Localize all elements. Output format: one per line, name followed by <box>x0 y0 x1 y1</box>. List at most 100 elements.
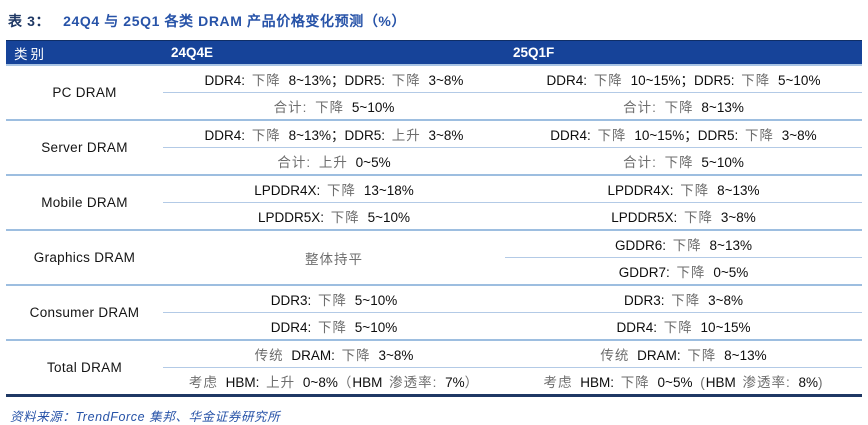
value-text: HBM: <box>580 375 621 390</box>
value-text: 5~10% <box>701 155 744 170</box>
trend-text: ( <box>692 375 706 390</box>
trend-text: 下降 <box>318 320 355 335</box>
price-cell: DDR3: 下降 5~10% <box>163 284 505 313</box>
header-24q4e: 24Q4E <box>163 40 505 66</box>
trend-text: 传统 <box>600 348 638 363</box>
table-row: 考虑 HBM: 上升 0~8%（HBM 渗透率: 7%） 考虑 HBM: 下降 0… <box>6 367 862 396</box>
value-text: 3~8% <box>428 73 464 88</box>
value-text: 5~10% <box>351 100 395 115</box>
value-text: 0~5% <box>713 265 749 280</box>
trend-text: 下降 <box>597 128 635 143</box>
value-text: LPDDR4X: <box>607 183 681 198</box>
value-text: LPDDR4X: <box>254 183 328 198</box>
header-25q1f: 25Q1F <box>505 40 862 66</box>
price-cell: LPDDR4X: 下降 8~13% <box>505 174 862 203</box>
trend-text: 合计: 下降 <box>273 100 352 115</box>
trend-text: 下降 <box>251 128 289 143</box>
value-text: 8~13% <box>724 348 767 363</box>
price-cell: 考虑 HBM: 下降 0~5% (HBM 渗透率: 8%) <box>505 367 862 396</box>
trend-text: 渗透率: <box>389 375 446 390</box>
value-text: DDR3: <box>270 293 319 308</box>
table-row: PC DRAM DDR4: 下降 8~13% ；DDR5: 下降 3~8% DDR4:… <box>6 65 862 100</box>
table-row: Graphics DRAM 整体持平 GDDR6: 下降 8~13% <box>6 229 862 285</box>
value-text: 5~10% <box>367 210 410 225</box>
value-text: 0~5% <box>355 155 391 170</box>
price-cell: GDDR7: 下降 0~5% <box>505 257 862 285</box>
table-row: Server DRAM DDR4: 下降 8~13%；DDR5: 上升 3~8% D… <box>6 119 862 175</box>
trend-text: 下降 <box>327 183 364 198</box>
price-cell: 传统 DRAM: 下降 3~8% <box>163 339 505 368</box>
price-cell: 考虑 HBM: 上升 0~8%（HBM 渗透率: 7%） <box>163 367 505 396</box>
table-title: 表 3： 24Q4 与 25Q1 各类 DRAM 产品价格变化预测（%） <box>8 11 862 31</box>
value-text: DRAM: <box>637 348 688 363</box>
value-text: DRAM: <box>291 348 342 363</box>
category-label: Consumer DRAM <box>6 284 163 340</box>
price-cell: DDR4: 下降 10~15%；DDR5: 下降 5~10% <box>505 65 862 93</box>
value-text: 0~5% <box>657 375 693 390</box>
trend-text: 下降 <box>663 320 701 335</box>
price-cell: 整体持平 <box>163 229 505 285</box>
trend-text: 渗透率: <box>742 375 799 390</box>
value-text: 7% <box>445 375 465 390</box>
value-text: 5~10% <box>778 73 821 88</box>
trend-text: 下降 <box>672 238 710 253</box>
price-cell: LPDDR4X: 下降 13~18% <box>163 174 505 203</box>
value-text: ；DDR5: <box>680 73 742 88</box>
trend-text: 考虑 <box>188 375 226 390</box>
value-text: GDDR6: <box>615 238 673 253</box>
price-cell: DDR4: 下降 10~15%；DDR5: 下降 3~8% <box>505 119 862 148</box>
category-label: PC DRAM <box>52 85 117 100</box>
value-text: ；DDR5: <box>331 128 392 143</box>
price-cell: 传统 DRAM: 下降 8~13% <box>505 339 862 368</box>
value-text: 10~15% <box>630 73 681 88</box>
value-text: 8~13% <box>288 73 331 88</box>
table-row: GDDR7: 下降 0~5% <box>6 257 862 285</box>
price-cell: 合计: 下降 8~13% <box>505 92 862 120</box>
value-text: DDR4: <box>550 128 598 143</box>
value-text: 5~10% <box>354 293 398 308</box>
trend-text: 下降 <box>330 210 368 225</box>
table-row: Consumer DRAM DDR3: 下降 5~10% DDR3: 下降 3~8% <box>6 284 862 340</box>
price-cell: DDR4: 下降 5~10% <box>163 312 505 340</box>
price-cell: LPDDR5X: 下降 3~8% <box>505 202 862 230</box>
price-cell: DDR4: 下降 10~15% <box>505 312 862 340</box>
trend-text: 下降 <box>391 73 429 88</box>
category-label: Total DRAM <box>6 339 163 396</box>
table-row: Total DRAM 传统 DRAM: 下降 3~8% 传统 DRAM: 下降 8~… <box>6 339 862 396</box>
price-table-body: PC DRAM DDR4: 下降 8~13%；DDR5: 下降 3~8% DDR4:… <box>6 65 862 396</box>
trend-text: 下降 <box>684 210 721 225</box>
trend-text: 下降 <box>251 73 289 88</box>
price-cell: DDR4: 下降 8~13%；DDR5: 上升 3~8% <box>163 119 505 148</box>
value-text: 3~8% <box>781 128 817 143</box>
value-text: DDR4: <box>546 73 594 88</box>
price-cell: DDR3: 下降 3~8% <box>505 284 862 313</box>
source-note: 资料来源：TrendForce 集邦、华金证券研究所 <box>10 410 281 424</box>
category-label: Mobile DRAM <box>6 174 163 230</box>
value-text: 3~8% <box>708 293 743 308</box>
value-text: DDR4: <box>270 320 319 335</box>
price-cell: 合计: 上升 0~5% <box>163 147 505 175</box>
table-title-text: 24Q4 与 25Q1 各类 DRAM 产品价格变化预测（%） <box>63 13 407 29</box>
value-text: 10~15% <box>700 320 751 335</box>
trend-text: 合计: 下降 <box>623 155 702 170</box>
table-row: LPDDR5X: 下降 5~10% LPDDR5X: 下降 3~8% <box>6 202 862 230</box>
price-cell: LPDDR5X: 下降 5~10% <box>163 202 505 230</box>
price-cell: 合计: 下降 5~10% <box>163 92 505 120</box>
table-row: DDR4: 下降 5~10% DDR4: 下降 10~15% <box>6 312 862 340</box>
value-text: LPDDR5X: <box>611 210 685 225</box>
trend-text: 下降 <box>745 128 782 143</box>
trend-text: 整体持平 <box>305 251 363 267</box>
value-text: HBM: <box>225 375 267 390</box>
value-text: HBM <box>705 375 743 390</box>
value-text: HBM <box>352 375 390 390</box>
value-text: ；DDR5: <box>684 128 746 143</box>
trend-text: 上升 <box>391 128 429 143</box>
value-text: GDDR7: <box>618 265 677 280</box>
value-text: 5~10% <box>354 320 398 335</box>
value-text: 0~8% <box>302 375 338 390</box>
trend-text: 上升 <box>266 375 303 390</box>
table-row: 合计: 上升 0~5% 合计: 下降 5~10% <box>6 147 862 175</box>
value-text: 3~8% <box>720 210 756 225</box>
value-text: 8~13% <box>288 128 331 143</box>
